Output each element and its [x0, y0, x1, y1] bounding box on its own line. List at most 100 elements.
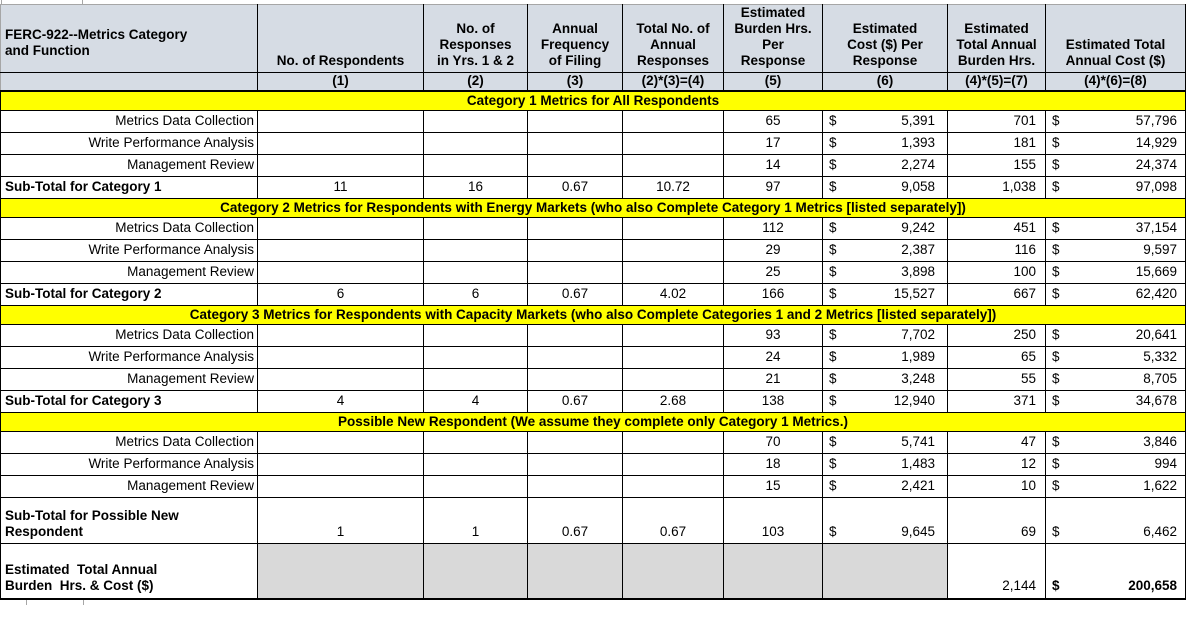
cell-cost-per-response: $1,393 [822, 131, 948, 155]
cell-blank [0, 71, 258, 93]
dollar-sign: $ [1052, 393, 1060, 409]
cell-total-annual-cost: $3,846 [1045, 430, 1186, 454]
cell-respondents: 11 [257, 175, 424, 199]
cell-annual-frequency: 0.67 [527, 175, 623, 199]
cell-cost-per-response: $7,702 [822, 323, 948, 347]
burden-table: FERC-922--Metrics Category and Function … [0, 4, 1186, 601]
cell-burden-hrs-per-response: 17 [723, 131, 823, 155]
banner-text: Category 1 Metrics for All Respondents [0, 90, 1186, 111]
dollar-sign: $ [829, 135, 837, 151]
cell-total-annual-burden-hrs: 371 [947, 389, 1046, 413]
cell-respondents: 4 [257, 389, 424, 413]
dollar-sign: $ [1052, 371, 1060, 387]
dollar-sign: $ [1052, 578, 1060, 594]
cell-annual-frequency: 0.67 [527, 496, 623, 544]
dollar-sign: $ [1052, 349, 1060, 365]
cell-shaded [822, 542, 948, 601]
dollar-sign: $ [829, 349, 837, 365]
cell-blank [423, 367, 528, 391]
formula-2: (2) [423, 71, 528, 93]
cell-total-annual-burden-hrs: 55 [947, 367, 1046, 391]
cell-blank [527, 153, 623, 177]
section-banner-category-3: Category 3 Metrics for Respondents with … [0, 304, 1186, 325]
cell-burden-hrs-per-response: 103 [723, 496, 823, 544]
cell-burden-hrs-per-response: 70 [723, 430, 823, 454]
cell-total-annual-burden-hrs: 701 [947, 109, 1046, 133]
cell-blank [257, 474, 424, 498]
cell-total-annual-cost: $994 [1045, 452, 1186, 476]
formula-1: (1) [257, 71, 424, 93]
dollar-sign: $ [1052, 456, 1060, 472]
cell-respondents: 1 [257, 496, 424, 544]
cell-function: Metrics Data Collection [0, 323, 258, 347]
cell-annual-frequency: 0.67 [527, 389, 623, 413]
cell-blank [622, 474, 724, 498]
formula-6: (6) [822, 71, 948, 93]
cell-cost-per-response: $9,058 [822, 175, 948, 199]
cell-burden-hrs-per-response: 18 [723, 452, 823, 476]
cell-blank [622, 238, 724, 262]
cell-blank [257, 260, 424, 284]
cell-total-annual-burden-hrs: 250 [947, 323, 1046, 347]
cell-blank [527, 131, 623, 155]
cell-total-annual-responses: 2.68 [622, 389, 724, 413]
cell-blank [622, 345, 724, 369]
cell-blank [257, 153, 424, 177]
header-total-annual-burden-hrs: Estimated Total Annual Burden Hrs. [947, 4, 1046, 73]
cell-burden-hrs-per-response: 25 [723, 260, 823, 284]
cell-total-annual-cost: $9,597 [1045, 238, 1186, 262]
header-function: FERC-922--Metrics Category and Function [0, 4, 258, 73]
cell-total-annual-cost: $8,705 [1045, 367, 1186, 391]
cell-total-annual-responses: 0.67 [622, 496, 724, 544]
dollar-sign: $ [1052, 478, 1060, 494]
cell-total-annual-burden-hrs: 451 [947, 216, 1046, 240]
metrics-row: Management Review 15 $2,421 10 $1,622 [0, 474, 1186, 498]
metrics-row: Metrics Data Collection 65 $5,391 701 $5… [0, 109, 1186, 133]
cell-shaded [423, 542, 528, 601]
dollar-sign: $ [829, 179, 837, 195]
cell-function: Write Performance Analysis [0, 452, 258, 476]
cell-total-annual-cost: $14,929 [1045, 131, 1186, 155]
cell-total-annual-burden-hrs: 65 [947, 345, 1046, 369]
cell-total-annual-cost: $97,098 [1045, 175, 1186, 199]
cell-total-annual-burden-hrs: 181 [947, 131, 1046, 155]
cell-function: Management Review [0, 474, 258, 498]
cell-cost-per-response: $9,645 [822, 496, 948, 544]
cell-total-annual-cost: $57,796 [1045, 109, 1186, 133]
cell-burden-hrs-per-response: 29 [723, 238, 823, 262]
cell-blank [257, 345, 424, 369]
dollar-sign: $ [829, 523, 837, 539]
cell-function: Management Review [0, 367, 258, 391]
cell-responses-yrs12: 6 [423, 282, 528, 306]
section-banner-category-1: Category 1 Metrics for All Respondents [0, 90, 1186, 111]
cell-blank [257, 216, 424, 240]
dollar-sign: $ [1052, 327, 1060, 343]
section-banner-possible-new-respondent: Possible New Respondent (We assume they … [0, 411, 1186, 432]
cell-responses-yrs12: 16 [423, 175, 528, 199]
gridline-strip-bottom [0, 600, 1187, 606]
cell-blank [257, 323, 424, 347]
cell-burden-hrs-per-response: 166 [723, 282, 823, 306]
cell-burden-hrs-per-response: 21 [723, 367, 823, 391]
cell-subtotal-label: Sub-Total for Category 1 [0, 175, 258, 199]
cell-annual-frequency: 0.67 [527, 282, 623, 306]
dollar-sign: $ [829, 220, 837, 236]
cell-total-annual-cost: $34,678 [1045, 389, 1186, 413]
cell-total-annual-burden-hrs: 47 [947, 430, 1046, 454]
cell-total-annual-responses: 4.02 [622, 282, 724, 306]
cell-cost-per-response: $12,940 [822, 389, 948, 413]
cell-cost-per-response: $5,391 [822, 109, 948, 133]
cell-total-annual-burden-hrs: 2,144 [947, 542, 1046, 601]
cell-blank [257, 131, 424, 155]
cell-function: Metrics Data Collection [0, 430, 258, 454]
formula-4: (2)*(3)=(4) [622, 71, 724, 93]
cell-subtotal-label: Sub-Total for Possible New Respondent [0, 496, 258, 544]
formula-8: (4)*(6)=(8) [1045, 71, 1186, 93]
dollar-sign: $ [829, 456, 837, 472]
cell-subtotal-label: Sub-Total for Category 2 [0, 282, 258, 306]
dollar-sign: $ [829, 157, 837, 173]
cell-blank [622, 323, 724, 347]
metrics-row: Metrics Data Collection 70 $5,741 47 $3,… [0, 430, 1186, 454]
cell-total-annual-cost: $37,154 [1045, 216, 1186, 240]
